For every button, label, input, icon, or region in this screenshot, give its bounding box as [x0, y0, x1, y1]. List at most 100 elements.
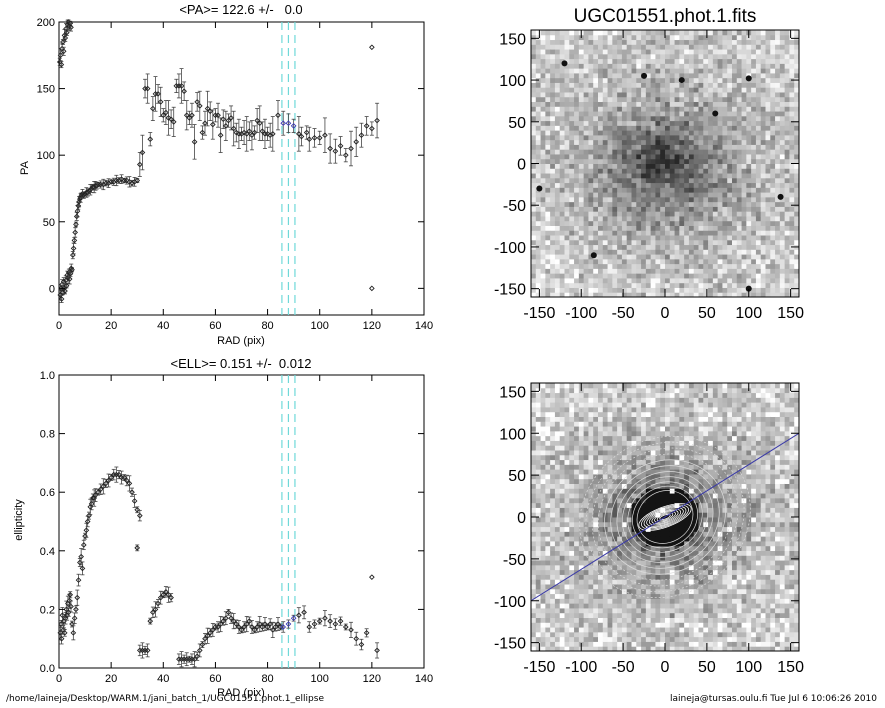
data-point [238, 627, 245, 633]
inner-isophote [648, 508, 682, 526]
data-point [150, 105, 156, 112]
data-point [60, 278, 67, 285]
data-point [348, 627, 354, 633]
data-point [163, 109, 169, 116]
data-point [230, 618, 237, 624]
data-point [134, 506, 141, 513]
data-point [71, 615, 78, 622]
ell-title: <ELL>= 0.151 +/- 0.012 [171, 356, 312, 371]
data-point [220, 116, 227, 123]
y-tick-label: 0.4 [40, 546, 55, 558]
data-point [251, 129, 258, 136]
data-point [264, 624, 271, 630]
y-tick-label: 100 [37, 150, 55, 162]
pa-plot-frame [58, 21, 425, 316]
data-point [207, 630, 214, 636]
inner-isophote [646, 507, 684, 527]
data-point [73, 221, 79, 228]
data-point [191, 656, 198, 663]
outer-isophote [616, 471, 714, 563]
data-point [358, 641, 365, 648]
data-point [168, 116, 174, 123]
data-point [225, 117, 232, 124]
data-point [97, 486, 104, 493]
data-point [306, 624, 313, 630]
data-point [68, 603, 74, 610]
data-point [194, 99, 201, 105]
x-tick-label: 50 [698, 659, 716, 676]
y-tick-label: 0.6 [40, 487, 55, 499]
data-point [256, 120, 263, 127]
data-point [147, 618, 154, 624]
data-point [223, 615, 229, 622]
ell-xlabel: RAD (pix) [217, 687, 265, 699]
y-tick-label: 200 [37, 17, 55, 29]
pa-data-points [56, 19, 380, 304]
data-point [202, 635, 208, 642]
data-point [348, 145, 354, 152]
data-point [147, 136, 154, 143]
y-tick-label: 1.0 [40, 370, 55, 382]
data-point [243, 621, 250, 627]
y-tick-label: 0 [517, 157, 526, 174]
data-point [363, 123, 370, 129]
data-point [251, 627, 258, 633]
y-tick-label: -100 [494, 594, 526, 611]
y-tick-label: 0 [49, 283, 55, 295]
data-point [126, 178, 133, 185]
data-point [215, 624, 221, 630]
data-point [103, 480, 109, 487]
x-tick-label: 0 [661, 305, 670, 322]
data-point [155, 91, 161, 97]
data-point [275, 112, 281, 119]
overlay-x-ticks: -150 -100 -50 0 50 100 150 [523, 383, 804, 676]
x-tick-label: 140 [415, 320, 433, 332]
data-point [243, 131, 250, 137]
data-point [254, 624, 260, 630]
outer-isophote [632, 485, 698, 549]
y-tick-label: -50 [503, 552, 526, 569]
data-point [74, 208, 81, 214]
data-point [123, 177, 130, 184]
data-point [225, 609, 232, 616]
position-angle-line [531, 432, 799, 602]
data-point [327, 618, 333, 624]
outer-isophote [597, 453, 733, 581]
outer-isophote [585, 441, 745, 593]
data-point [131, 498, 138, 504]
data-point [233, 129, 240, 136]
footer-stamp: laineja@tursas.oulu.fi Tue Jul 6 10:06:2… [670, 694, 877, 704]
image-title: UGC01551.phot.1.fits [574, 6, 757, 27]
data-point [183, 112, 190, 119]
overlay-y-ticks: -150 -100 -50 0 50 100 150 [494, 384, 799, 653]
data-point [92, 492, 99, 498]
data-point [67, 591, 74, 598]
data-point [196, 103, 203, 109]
data-point [249, 624, 255, 630]
data-point [256, 621, 263, 627]
y-tick-label: 50 [508, 115, 526, 132]
y-tick-label: -50 [503, 198, 526, 215]
data-point [165, 591, 172, 598]
data-point [194, 653, 201, 660]
data-point [165, 115, 172, 121]
data-point [105, 477, 112, 484]
data-point [100, 483, 107, 490]
data-point [246, 128, 253, 135]
data-point [79, 565, 86, 572]
data-point [316, 618, 323, 624]
x-tick-label: 0 [56, 673, 62, 685]
data-point [353, 635, 360, 642]
data-point [296, 131, 302, 137]
pa-y-ticks: 0 50 100 150 200 [37, 17, 424, 295]
x-tick-label: -100 [565, 659, 597, 676]
y-tick-label: 100 [499, 73, 526, 90]
image-y-ticks: -150 -100 -50 0 50 100 150 [494, 31, 799, 299]
data-point [215, 112, 221, 119]
pa-xlabel: RAD (pix) [217, 335, 265, 347]
data-point [369, 125, 375, 132]
data-point [66, 276, 73, 282]
x-tick-label: 80 [261, 320, 273, 332]
data-point [220, 618, 227, 624]
data-point [168, 594, 174, 601]
